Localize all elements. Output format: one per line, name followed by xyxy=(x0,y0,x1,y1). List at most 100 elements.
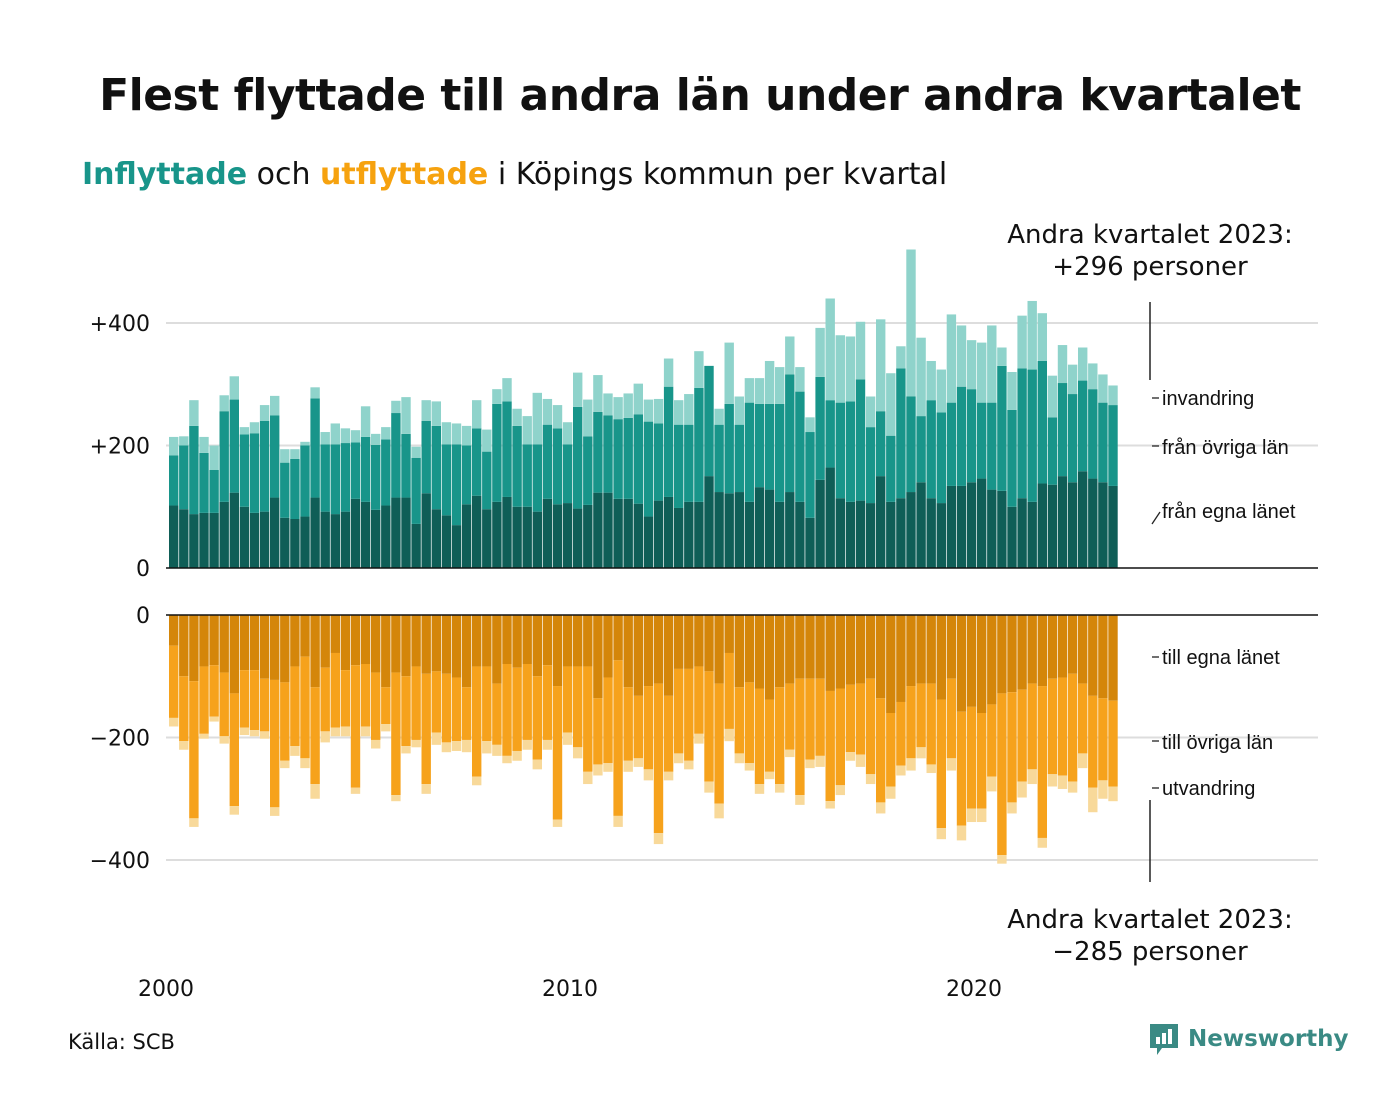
bar-till-övriga-län xyxy=(916,683,926,748)
bottom-y-tick-label: 0 xyxy=(136,604,150,629)
bar-från-övriga-län xyxy=(270,415,280,498)
bar-till-övriga-län xyxy=(1027,683,1037,770)
bar-invandring xyxy=(633,383,643,415)
bar-invandring xyxy=(492,389,502,404)
bar-från-övriga-län xyxy=(734,424,744,493)
bar-till-egna-länet xyxy=(411,615,421,667)
bar-till-egna-länet xyxy=(340,615,351,671)
bar-till-övriga-län xyxy=(966,706,977,809)
bar-till-övriga-län xyxy=(1037,686,1047,838)
bottom-annotation-line2: −285 personer xyxy=(1052,937,1248,967)
bar-utvandring xyxy=(724,728,734,742)
bar-invandring xyxy=(1098,374,1108,403)
bar-utvandring xyxy=(825,801,835,809)
bar-till-övriga-län xyxy=(876,698,886,803)
bar-till-övriga-län xyxy=(855,683,866,755)
bar-invandring xyxy=(886,373,896,436)
bar-utvandring xyxy=(855,754,866,767)
bar-invandring xyxy=(805,417,815,433)
bar-från-övriga-län xyxy=(643,421,654,517)
bar-till-egna-länet xyxy=(764,615,775,700)
bar-utvandring xyxy=(169,717,179,727)
bar-till-egna-länet xyxy=(946,615,957,679)
x-tick-label: 2000 xyxy=(138,977,194,1002)
bar-till-övriga-län xyxy=(674,668,684,754)
bar-invandring xyxy=(643,399,654,422)
bar-till-egna-länet xyxy=(643,615,654,687)
bar-från-övriga-län xyxy=(805,432,815,518)
bar-utvandring xyxy=(835,785,845,796)
bar-från-övriga-län xyxy=(482,451,492,510)
bar-utvandring xyxy=(1007,802,1017,814)
bar-invandring xyxy=(1108,385,1118,406)
bar-invandring xyxy=(482,429,492,452)
bar-från-egna-länet xyxy=(663,496,674,568)
bar-till-övriga-län xyxy=(482,666,492,742)
bar-utvandring xyxy=(674,753,684,764)
bar-utvandring xyxy=(209,716,219,722)
bar-till-övriga-län xyxy=(845,684,856,753)
bar-från-övriga-län xyxy=(310,398,320,498)
bar-invandring xyxy=(461,425,472,446)
series-label-2: från egna länet xyxy=(1162,501,1296,523)
bar-till-övriga-län xyxy=(785,683,795,750)
bar-utvandring xyxy=(926,764,936,774)
bar-invandring xyxy=(1037,313,1047,361)
bar-från-egna-länet xyxy=(704,476,714,568)
bar-från-övriga-län xyxy=(785,374,795,493)
bar-till-egna-länet xyxy=(573,615,583,667)
bar-invandring xyxy=(431,401,441,426)
bar-till-egna-länet xyxy=(896,615,906,702)
bar-till-egna-länet xyxy=(916,615,926,684)
bar-utvandring xyxy=(886,786,896,799)
bar-från-egna-länet xyxy=(805,517,815,568)
bar-till-egna-länet xyxy=(421,615,431,674)
bar-utvandring xyxy=(593,764,603,776)
bar-utvandring xyxy=(906,758,916,771)
bar-till-övriga-län xyxy=(502,664,512,756)
bar-från-egna-länet xyxy=(280,517,290,568)
bar-till-övriga-län xyxy=(936,699,946,829)
bar-till-egna-länet xyxy=(694,615,704,667)
bar-från-övriga-län xyxy=(1108,405,1118,486)
bar-till-egna-länet xyxy=(502,615,512,664)
bar-från-egna-länet xyxy=(1007,506,1017,568)
bar-utvandring xyxy=(1057,775,1068,789)
bar-från-egna-länet xyxy=(936,503,946,568)
bar-utvandring xyxy=(371,739,381,749)
bar-invandring xyxy=(845,336,856,402)
bar-invandring xyxy=(795,367,805,392)
source-label: Källa: SCB xyxy=(68,1030,175,1054)
bar-från-övriga-län xyxy=(835,402,845,499)
bar-invandring xyxy=(179,436,189,446)
bar-invandring xyxy=(663,358,674,387)
bar-från-övriga-län xyxy=(845,401,856,502)
bar-invandring xyxy=(966,340,977,390)
bar-till-övriga-län xyxy=(179,676,189,742)
bar-från-egna-länet xyxy=(1088,478,1098,568)
bar-invandring xyxy=(229,376,239,400)
bar-från-egna-länet xyxy=(876,476,886,568)
bar-invandring xyxy=(785,336,795,375)
bar-till-övriga-län xyxy=(1098,698,1108,781)
bar-från-egna-länet xyxy=(229,492,239,568)
bar-till-övriga-län xyxy=(886,713,896,787)
newsworthy-icon xyxy=(1150,1024,1178,1055)
bar-till-övriga-län xyxy=(694,666,704,734)
bar-från-övriga-län xyxy=(926,400,936,499)
bar-från-egna-länet xyxy=(825,467,835,568)
bar-utvandring xyxy=(340,726,351,737)
bar-från-egna-länet xyxy=(674,507,684,568)
bar-till-övriga-län xyxy=(734,687,744,754)
bar-till-övriga-län xyxy=(805,678,815,760)
bar-utvandring xyxy=(562,732,573,745)
bar-från-övriga-län xyxy=(593,411,603,493)
bar-från-övriga-län xyxy=(815,376,825,480)
bar-invandring xyxy=(1078,347,1088,381)
bar-invandring xyxy=(623,393,633,418)
bar-från-egna-länet xyxy=(290,519,300,568)
top-annotation-line2: +296 personer xyxy=(1052,252,1248,282)
bar-från-egna-länet xyxy=(330,514,340,568)
bar-invandring xyxy=(169,436,179,456)
bar-till-övriga-län xyxy=(411,666,421,740)
